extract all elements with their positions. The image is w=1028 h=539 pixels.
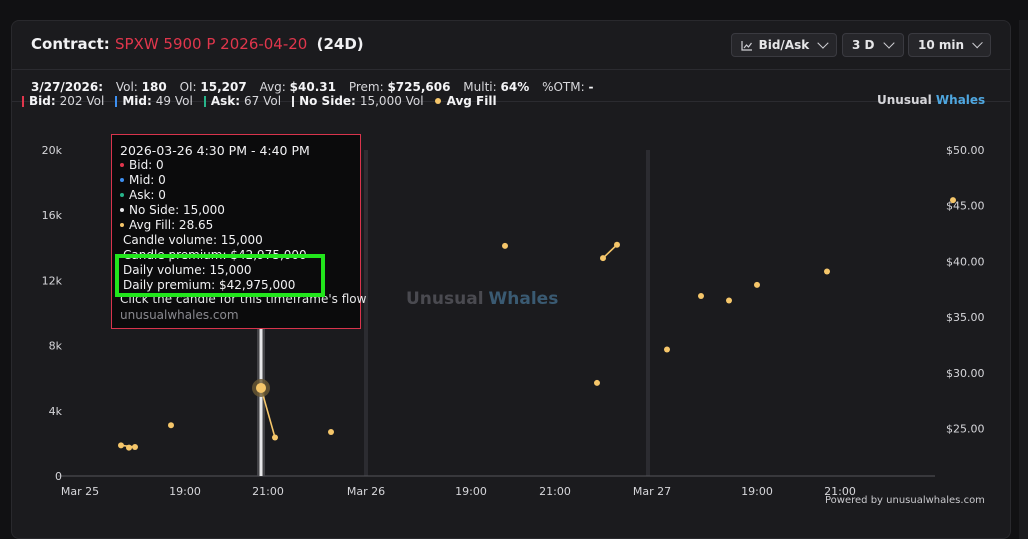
avg-fill-point (126, 444, 132, 451)
stats-multi: Multi: 64% (463, 80, 530, 94)
left-tick-label: 0 (55, 470, 62, 483)
x-tick-label: 19:00 (741, 485, 773, 498)
stats-oi: OI: 15,207 (179, 80, 247, 94)
x-tick-label: 19:00 (455, 485, 487, 498)
volume-bar-no-side (259, 231, 263, 476)
chart-legend: Bid: 202 Vol Mid: 49 Vol Ask: 67 Vol No Sid… (22, 94, 512, 108)
right-tick-label: $45.00 (946, 200, 985, 213)
avg-fill-point (272, 434, 278, 441)
x-tick-label: Mar 26 (347, 485, 385, 498)
legend-ask[interactable]: Ask: 67 Vol (203, 94, 281, 108)
avg-fill-point (698, 293, 704, 300)
chart-tooltip: 2026-03-26 4:30 PM - 4:40 PM Bid: 0 Mid:… (111, 134, 366, 329)
avg-fill-point (328, 428, 334, 435)
tooltip-url: unusualwhales.com (120, 308, 239, 322)
contract-label: Contract: (31, 35, 110, 53)
tooltip-ask: Ask: 0 (120, 188, 166, 202)
x-tick-label: Mar 27 (633, 485, 671, 498)
avg-fill-point (754, 281, 760, 288)
x-tick-label: Mar 25 (61, 485, 99, 498)
avg-fill-point (594, 379, 600, 386)
range-dropdown[interactable]: 3 D (842, 33, 904, 57)
right-tick-label: $35.00 (946, 311, 985, 324)
stats-avg: Avg: $40.31 (259, 80, 336, 94)
x-tick-label: 21:00 (824, 485, 856, 498)
adjacent-panel-edge (1019, 20, 1028, 539)
day-separator (364, 150, 368, 476)
x-tick-label: 21:00 (539, 485, 571, 498)
avg-fill-point (950, 197, 956, 204)
avg-fill-point (664, 346, 670, 353)
days-to-expiry: (24D) (316, 35, 364, 53)
interval-label: 10 min (918, 38, 965, 52)
left-tick-label: 4k (49, 405, 63, 418)
avg-fill-point (824, 268, 830, 275)
bid-ask-label: Bid/Ask (758, 38, 810, 52)
tooltip-time: 2026-03-26 4:30 PM - 4:40 PM (120, 143, 310, 158)
tooltip-daily-premium: Daily premium: $42,975,000 (123, 278, 296, 292)
contract-title: Contract: SPXW 5900 P 2026-04-20 (24D) (31, 35, 364, 53)
right-tick-label: $25.00 (946, 423, 985, 436)
brand-logo[interactable]: Unusual Whales (877, 93, 986, 107)
divider (12, 69, 1010, 70)
stats-bar: 3/27/2026: Vol: 180 OI: 15,207 Avg: $40.… (31, 80, 602, 94)
tooltip-mid: Mid: 0 (120, 173, 166, 187)
legend-no-side[interactable]: No Side: 15,000 Vol (292, 94, 424, 108)
left-tick-label: 12k (42, 274, 63, 287)
stats-vol: Vol: 180 (115, 80, 167, 94)
powered-by[interactable]: Powered by unusualwhales.com (825, 495, 985, 506)
right-tick-label: $50.00 (946, 144, 985, 157)
legend-bid[interactable]: Bid: 202 Vol (22, 94, 104, 108)
left-tick-label: 20k (42, 144, 63, 157)
card-header: Contract: SPXW 5900 P 2026-04-20 (24D) B… (12, 21, 1010, 69)
tooltip-daily-volume: Daily volume: 15,000 (123, 263, 252, 277)
avg-fill-point (168, 422, 174, 429)
bid-ask-dropdown[interactable]: Bid/Ask (731, 33, 837, 57)
line-chart-icon (741, 40, 752, 51)
stats-date: 3/27/2026: (31, 80, 104, 94)
divider (12, 101, 1010, 102)
chart-grid (364, 150, 650, 476)
avg-fill-point (614, 241, 620, 248)
day-separator (646, 150, 650, 476)
x-tick-label: 21:00 (252, 485, 284, 498)
highlight-box (115, 254, 325, 297)
tooltip-no-side: No Side: 15,000 (120, 203, 225, 217)
stats-prem: Prem: $725,606 (348, 80, 451, 94)
avg-fill-point (118, 442, 124, 449)
tooltip-candle-volume: Candle volume: 15,000 (123, 233, 263, 247)
interval-dropdown[interactable]: 10 min (908, 33, 991, 57)
legend-avg-fill[interactable]: Avg Fill (434, 94, 501, 108)
tooltip-avg-fill: Avg Fill: 28.65 (120, 218, 213, 232)
avg-fill-line (602, 244, 618, 259)
x-tick-label: 19:00 (169, 485, 201, 498)
chart-watermark: Unusual Whales (406, 289, 558, 309)
avg-fill-point (502, 242, 508, 249)
left-tick-label: 8k (49, 340, 63, 353)
left-tick-label: 16k (42, 209, 63, 222)
top-strip (0, 0, 1028, 20)
tooltip-bid: Bid: 0 (120, 158, 164, 172)
chart-axes: 0 4k 8k 12k 16k 20k $25.00 $30.00 $35.00 $40.00 $4… (42, 144, 985, 498)
avg-fill-point (132, 444, 138, 451)
contract-symbol[interactable]: SPXW 5900 P 2026-04-20 (114, 35, 308, 53)
avg-fill-point (600, 255, 606, 262)
avg-fill-point (726, 297, 732, 304)
right-tick-label: $30.00 (946, 367, 985, 380)
legend-mid[interactable]: Mid: 49 Vol (115, 94, 193, 108)
stats-otm: %OTM: - (542, 80, 594, 94)
right-tick-label: $40.00 (946, 255, 985, 268)
avg-fill-point-active (256, 382, 266, 393)
range-label: 3 D (852, 38, 875, 52)
